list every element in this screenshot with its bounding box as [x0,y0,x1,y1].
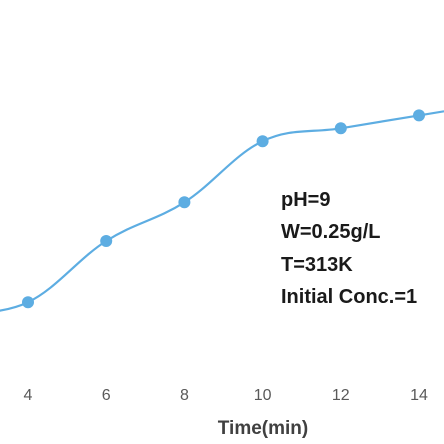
annotation-box: pH=9 W=0.25g/L T=313K Initial Conc.=1 [281,189,417,308]
data-point [178,196,191,209]
data-point [256,135,269,148]
data-point [100,235,113,247]
annotation-initial-conc: Initial Conc.=1 [281,286,417,308]
annotation-ph: pH=9 [281,189,330,211]
x-tick-label: 12 [332,387,350,404]
x-tick-label: 14 [410,387,428,404]
x-tick-label: 8 [180,387,189,404]
plot-area [0,109,444,312]
x-axis-ticks: 4 6 8 10 12 14 [24,387,428,404]
x-tick-label: 4 [24,387,33,404]
data-point [413,109,425,122]
data-point [334,122,347,135]
x-tick-label: 6 [102,387,111,404]
annotation-dose: W=0.25g/L [281,221,380,243]
annotation-temperature: T=313K [281,254,353,276]
x-axis-title: Time(min) [218,418,308,439]
data-point [22,296,34,309]
series-line [0,110,444,312]
x-tick-label: 10 [254,387,272,404]
